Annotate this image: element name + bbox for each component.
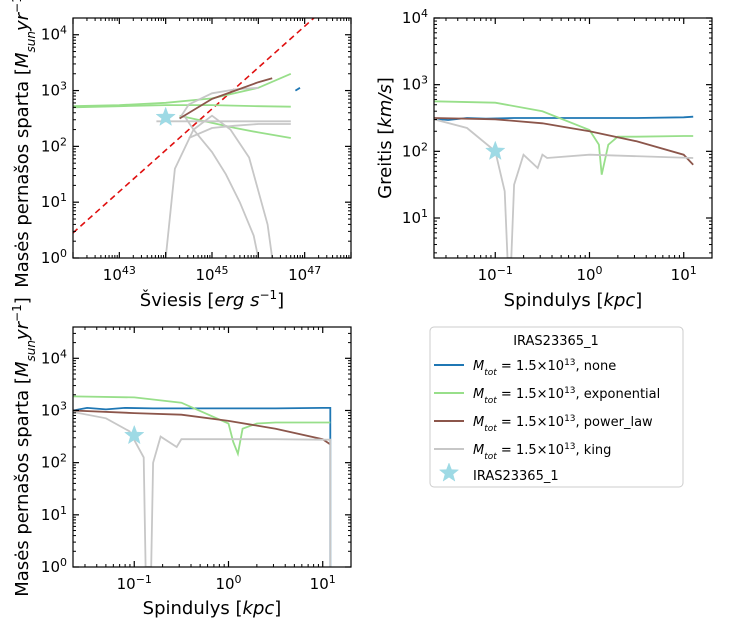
- y-tick-label: 104: [41, 23, 67, 44]
- series-none-line-0: [73, 406, 332, 567]
- legend-label-exponential: Mtot = 1.5×1013, exponential: [473, 386, 660, 406]
- series-exponential-line-1: [434, 100, 694, 175]
- legend-label-king: Mtot = 1.5×1013, king: [473, 442, 611, 462]
- series-king-line-3: [434, 118, 694, 258]
- x-tick-label: 100: [215, 573, 241, 594]
- y-tick-label: 102: [41, 135, 67, 156]
- panel-top-right-frame: [433, 17, 713, 259]
- legend-star-icon: [438, 462, 460, 482]
- x-tick-label: 1045: [195, 264, 228, 285]
- series-king-line-5: [188, 123, 291, 139]
- y-tick-label: 100: [41, 556, 67, 577]
- series-exponential-line-1: [73, 72, 292, 108]
- series-none-line-10: [294, 87, 301, 92]
- xlabel-radius-bottom: Spindulys [kpc]: [143, 598, 282, 619]
- panel-top-right: 10−1 100 101 101 102 103 104 Spindulys [kpc] G…: [375, 7, 713, 311]
- legend-star-label: IRAS23365_1: [473, 469, 559, 484]
- series-power_law-line-2: [434, 117, 694, 166]
- y-tick-label: 104: [41, 347, 67, 368]
- x-tick-label: 100: [576, 264, 602, 285]
- series-king-line-7: [164, 114, 274, 258]
- y-tick-label: 103: [41, 399, 67, 420]
- y-tick-label: 104: [402, 7, 428, 28]
- y-tick-label: 103: [41, 79, 67, 100]
- series-king-line-8: [183, 115, 260, 258]
- xlabel-luminosity: Šviesis [erg s−1]: [140, 288, 284, 311]
- legend-title: IRAS23365_1: [513, 334, 599, 349]
- x-tick-label: 1047: [288, 264, 321, 285]
- legend-label-none: Mtot = 1.5×1013, none: [473, 358, 616, 378]
- panel-top-left-frame: [72, 17, 352, 259]
- panel-top-left: 1043 1045 1047 100 101 102 103 104 Šviesis [erg…: [41, 17, 352, 311]
- ylabel-mass-rate-bottom: Masės pernašos sparta [Msunyr−1]: [10, 297, 38, 597]
- y-tick-label: 101: [402, 207, 428, 228]
- y-tick-label: 102: [402, 140, 428, 161]
- y-tick-label: 102: [41, 451, 67, 472]
- series-power_law-line-9: [179, 77, 273, 120]
- iras-star-marker: [155, 106, 176, 126]
- y-tick-label: 101: [41, 191, 67, 212]
- iras-star-marker: [124, 424, 145, 445]
- ylabel-mass-rate-top: Masės pernašos sparta [Msunyr−1]: [10, 0, 38, 288]
- y-tick-label: 101: [41, 503, 67, 524]
- panel-bottom-left-frame: [72, 326, 352, 568]
- x-tick-label: 10−1: [117, 573, 152, 594]
- series-exponential-line-1: [73, 395, 331, 458]
- iras-star-marker: [485, 140, 506, 160]
- x-tick-label: 10−1: [478, 264, 513, 285]
- legend-label-power_law: Mtot = 1.5×1013, power_law: [473, 414, 653, 434]
- x-tick-label: 1043: [103, 264, 136, 285]
- y-tick-label: 103: [402, 73, 428, 94]
- y-tick-label: 100: [41, 247, 67, 268]
- panel-bottom-left: 10−1 100 101 100 101 102 103 104 Spindulys [kpc…: [41, 326, 352, 619]
- x-tick-label: 101: [310, 573, 336, 594]
- series-fit-line-0: [73, 18, 315, 234]
- series-king-line-6: [178, 86, 259, 119]
- series-none-line-0: [434, 115, 694, 121]
- ylabel-velocity: Greitis [km/s]: [375, 77, 396, 199]
- x-tick-label: 101: [671, 264, 697, 285]
- series-king-line-3: [73, 411, 332, 567]
- xlabel-radius-top: Spindulys [kpc]: [504, 290, 643, 311]
- legend-box: [429, 326, 684, 488]
- legend: IRAS23365_1 Mtot = 1.5×1013, none Mtot = …: [429, 326, 684, 488]
